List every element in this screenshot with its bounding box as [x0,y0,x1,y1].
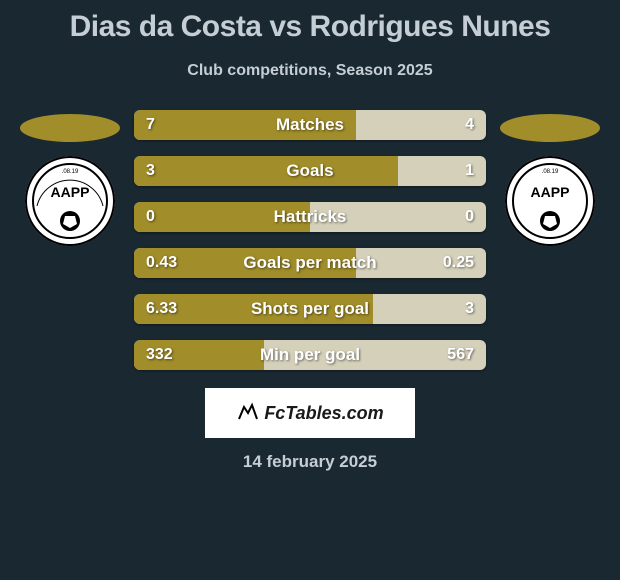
bar-value-left: 3 [146,162,155,180]
fctables-icon [236,399,260,428]
bar-value-right: 567 [447,346,474,364]
bar-label: Shots per goal [134,299,486,319]
stat-bar: Shots per goal6.33 3 [134,294,486,324]
stat-bar: Min per goal332 567 [134,340,486,370]
left-team-logo: AAPP .08.19 [25,156,115,246]
bar-label: Matches [134,115,486,135]
branding-text: FcTables.com [264,403,383,424]
stat-bar: Matches7 4 [134,110,486,140]
stat-bar: Goals per match0.43 0.25 [134,248,486,278]
bar-value-right: 4 [465,116,474,134]
date-text: 14 february 2025 [243,452,377,472]
left-ellipse [20,114,120,142]
left-player-side: AAPP .08.19 [10,110,130,246]
svg-text:AAPP: AAPP [531,184,570,200]
bar-value-left: 332 [146,346,173,364]
right-player-side: AAPP .08.19 [490,110,610,246]
bar-value-left: 6.33 [146,300,177,318]
comparison-card: Dias da Costa vs Rodrigues Nunes Club co… [0,0,620,480]
bar-label: Goals [134,161,486,181]
bar-value-right: 1 [465,162,474,180]
bar-label: Hattricks [134,207,486,227]
branding-box: FcTables.com [205,388,415,438]
stat-bar: Goals3 1 [134,156,486,186]
svg-text:.08.19: .08.19 [62,169,79,175]
right-ellipse [500,114,600,142]
bar-value-right: 0 [465,208,474,226]
svg-text:.08.19: .08.19 [542,169,559,175]
club-badge-icon: AAPP .08.19 [25,156,115,246]
bar-value-right: 0.25 [443,254,474,272]
bar-value-right: 3 [465,300,474,318]
bar-value-left: 0.43 [146,254,177,272]
right-team-logo: AAPP .08.19 [505,156,595,246]
svg-text:AAPP: AAPP [51,184,90,200]
main-row: AAPP .08.19 Matches74Goals31Hattricks00G… [10,110,610,370]
stat-bars: Matches74Goals31Hattricks00Goals per mat… [130,110,490,370]
stat-bar: Hattricks0 0 [134,202,486,232]
bar-label: Min per goal [134,345,486,365]
page-title: Dias da Costa vs Rodrigues Nunes [70,10,551,44]
bar-value-left: 7 [146,116,155,134]
club-badge-icon: AAPP .08.19 [505,156,595,246]
subtitle: Club competitions, Season 2025 [187,62,432,80]
bar-label: Goals per match [134,253,486,273]
bar-value-left: 0 [146,208,155,226]
